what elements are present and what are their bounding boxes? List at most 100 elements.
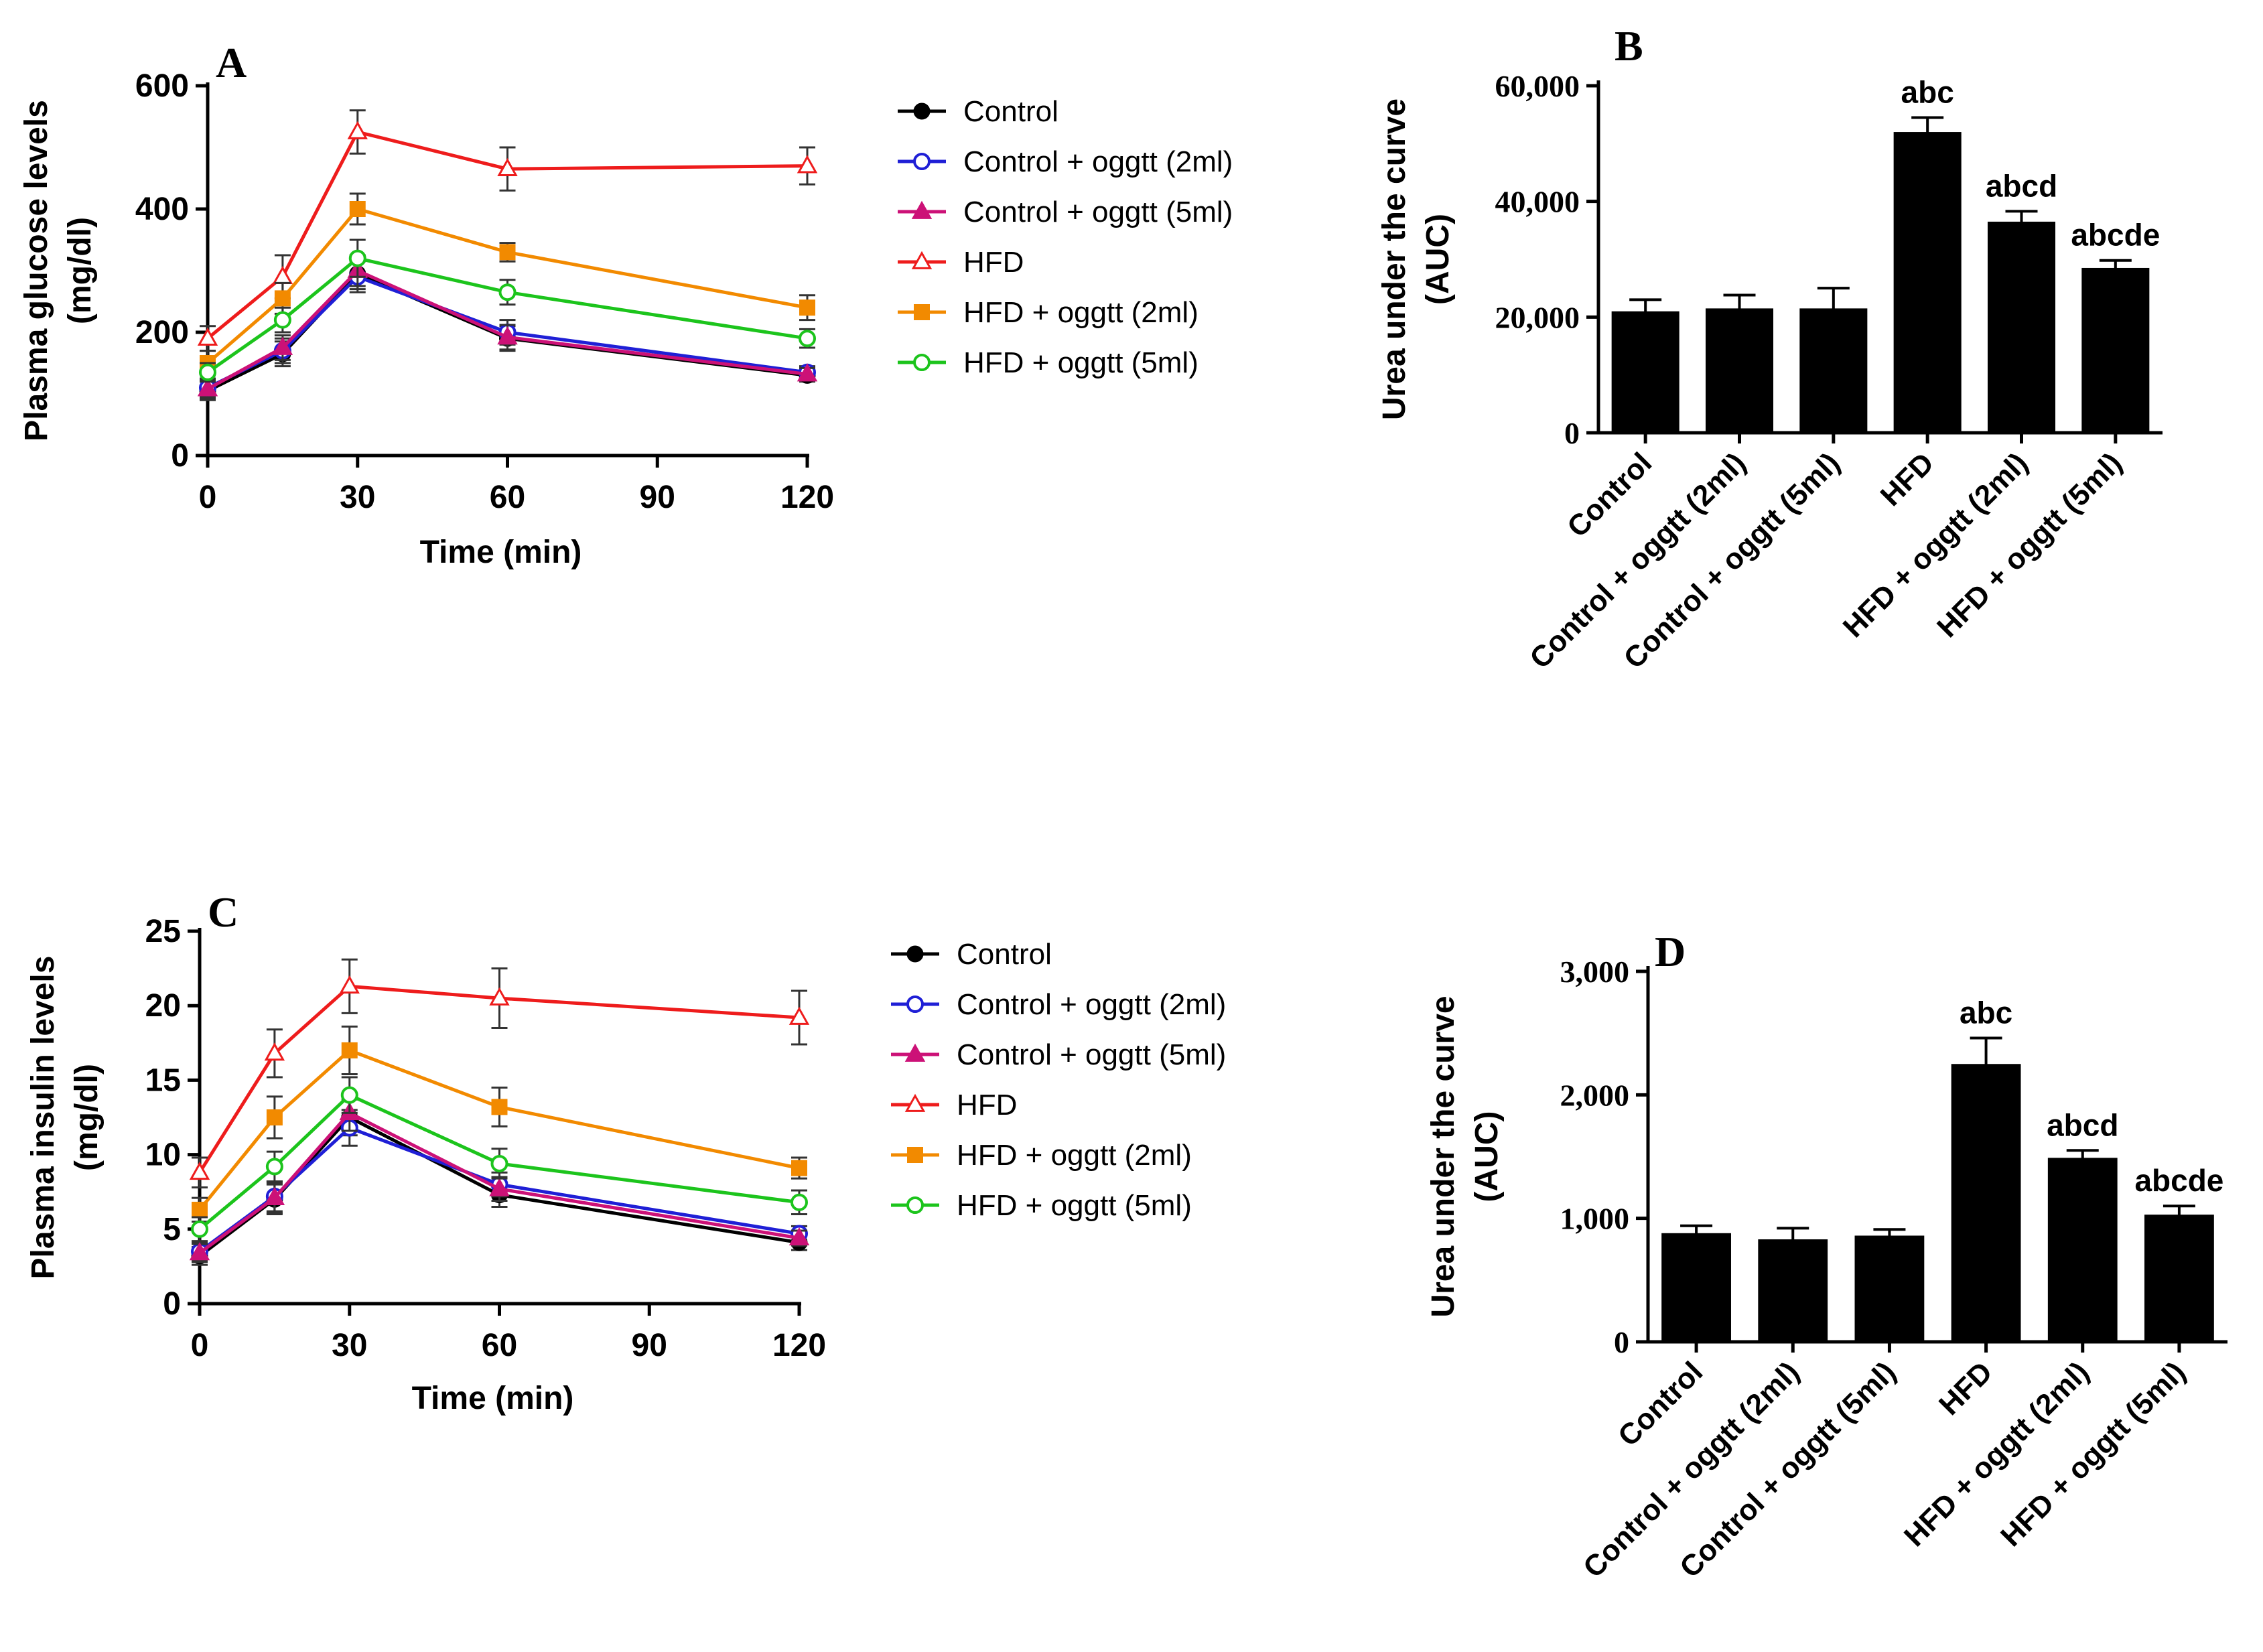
category-label: HFD + oggtt (2ml): [1837, 446, 2035, 644]
legend-entry: HFD + oggtt (2ml): [891, 1139, 1192, 1172]
legend-label: Control: [957, 938, 1052, 971]
x-tick-label: 60: [482, 1328, 517, 1363]
chart-A: 0 200 400 600 0 30 60 90 120 Control Control + ogg…: [19, 39, 1233, 570]
y-tick-label: 0: [1614, 1325, 1629, 1359]
data-point: [273, 311, 291, 329]
legend-marker: [913, 153, 931, 170]
legend-marker: [906, 1196, 924, 1214]
y-axis-title: Plasma glucose levels: [19, 100, 54, 441]
category-label: HFD + oggtt (2ml): [1898, 1355, 2096, 1553]
data-point: [197, 327, 218, 346]
bar: [1661, 1233, 1731, 1342]
legend-label: Control: [963, 95, 1058, 128]
panel-label: B: [1615, 22, 1643, 70]
series-line: [206, 256, 808, 374]
legend-entry: HFD + oggtt (5ml): [898, 346, 1198, 379]
bar: [2144, 1215, 2214, 1342]
x-tick-label: 0: [191, 1328, 209, 1363]
data-point: [339, 975, 360, 994]
bar: [2081, 267, 2150, 433]
y-tick-label: 0: [1564, 416, 1580, 450]
bar: [1854, 1235, 1925, 1342]
legend-entry: Control + oggtt (5ml): [891, 1038, 1226, 1071]
x-tick-label: 30: [332, 1328, 367, 1363]
bar-group: HFD abc: [1874, 74, 1962, 512]
series-hfd-oggtt-5ml-: [191, 1076, 808, 1243]
x-tick-label: 60: [490, 480, 525, 515]
legend-marker: [906, 945, 924, 963]
y-tick-label: 600: [135, 68, 189, 104]
data-point: [497, 326, 518, 345]
legend-label: Control + oggtt (2ml): [957, 988, 1226, 1021]
data-point: [192, 1201, 208, 1218]
significance-label: abc: [1960, 995, 2012, 1030]
data-point: [272, 265, 293, 285]
data-point: [191, 1220, 208, 1238]
category-label: HFD + oggtt (5ml): [1994, 1355, 2192, 1553]
y-tick-label: 0: [171, 438, 189, 474]
series-hfd-oggtt-2ml-: [200, 192, 815, 376]
data-point: [189, 1242, 210, 1261]
x-tick-label: 120: [772, 1328, 826, 1363]
legend-label: HFD: [963, 246, 1024, 279]
series-hfd: [197, 109, 818, 352]
x-tick-label: 120: [780, 480, 834, 515]
category-label: Control: [1561, 446, 1658, 543]
legend-label: HFD + oggtt (5ml): [957, 1189, 1192, 1222]
bar: [1611, 311, 1679, 433]
data-point: [499, 244, 516, 261]
series-hfd-oggtt-5ml-: [199, 238, 816, 383]
bar: [1893, 132, 1962, 433]
category-label: HFD: [1933, 1355, 1999, 1422]
data-point: [791, 1193, 808, 1211]
legend-entry: Control: [891, 938, 1052, 971]
y-axis-title: Urea under the curve: [1426, 995, 1461, 1317]
legend-entry: HFD + oggtt (5ml): [891, 1189, 1192, 1222]
category-label: Control: [1612, 1355, 1709, 1452]
data-point: [797, 155, 818, 174]
x-tick-label: 90: [632, 1328, 667, 1363]
data-point: [788, 1227, 810, 1245]
y-axis-title: (mg/dl): [69, 1064, 105, 1171]
chart-C: 0 5 10 15 20 25 0 30 60 90 120 Control Control + ogg…: [25, 888, 1226, 1416]
y-tick-label: 3,000: [1560, 955, 1630, 989]
data-point: [348, 249, 366, 267]
data-point: [264, 1042, 285, 1061]
legend-marker: [904, 1043, 926, 1062]
data-point: [340, 1086, 358, 1104]
legend-entry: Control: [898, 95, 1058, 128]
data-point: [347, 121, 368, 139]
data-point: [491, 1099, 508, 1115]
bar: [1951, 1064, 2021, 1342]
y-tick-label: 200: [135, 315, 189, 350]
category-label: HFD: [1874, 446, 1941, 512]
y-tick-label: 25: [145, 914, 181, 949]
data-point: [498, 283, 517, 301]
y-tick-label: 5: [163, 1212, 181, 1247]
legend-marker: [913, 354, 931, 371]
legend-label: HFD + oggtt (5ml): [963, 346, 1198, 379]
data-point: [197, 378, 218, 397]
bar: [1758, 1239, 1828, 1342]
y-axis-title: (AUC): [1469, 1111, 1505, 1202]
legend-marker: [906, 995, 924, 1013]
data-point: [797, 363, 818, 382]
legend-label: HFD + oggtt (2ml): [963, 296, 1198, 329]
series-hfd: [189, 958, 810, 1189]
data-point: [497, 157, 518, 177]
legend-entry: HFD: [891, 1089, 1017, 1121]
legend-entry: Control + oggtt (2ml): [891, 988, 1226, 1021]
y-tick-label: 1,000: [1560, 1202, 1630, 1236]
data-point: [189, 1162, 210, 1180]
y-tick-label: 20: [145, 988, 181, 1024]
y-tick-label: 10: [145, 1138, 181, 1173]
x-tick-label: 90: [640, 480, 675, 515]
legend-label: Control + oggtt (5ml): [963, 196, 1233, 228]
bar: [1705, 308, 1774, 433]
y-axis-title: (AUC): [1420, 214, 1456, 305]
data-point: [274, 290, 291, 307]
significance-label: abc: [1901, 74, 1954, 109]
